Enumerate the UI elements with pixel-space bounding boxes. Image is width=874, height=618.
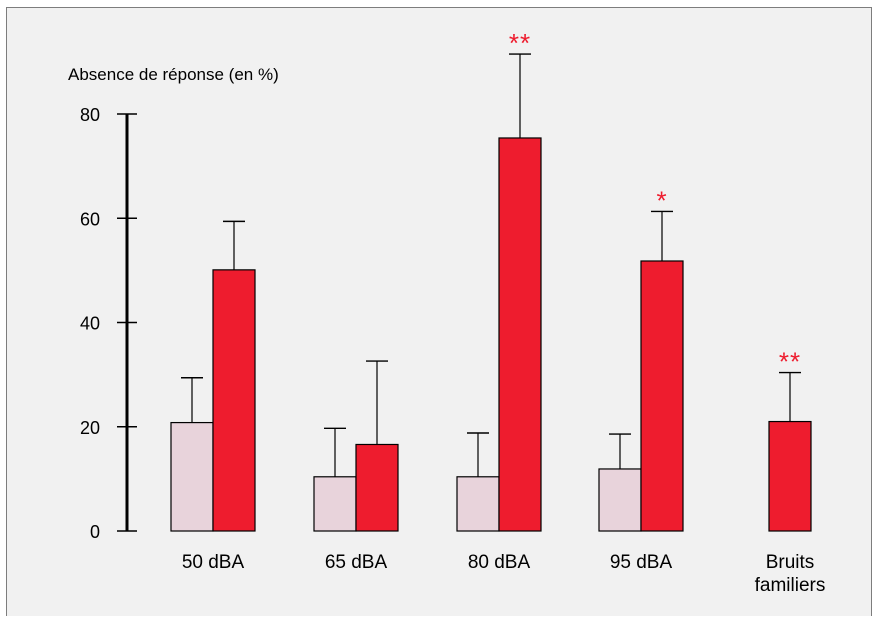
category-label: 50 dBA xyxy=(182,552,245,573)
bar xyxy=(170,421,214,532)
y-tick-label: 60 xyxy=(80,209,100,229)
category-label: Bruits familiers xyxy=(755,552,826,596)
bar xyxy=(313,476,357,532)
significance-mark: * xyxy=(656,185,667,215)
category-label: 65 dBA xyxy=(325,552,388,573)
bar xyxy=(640,260,684,532)
category-label: 80 dBA xyxy=(468,552,531,573)
y-tick-label: 20 xyxy=(80,418,100,438)
y-tick-label: 0 xyxy=(90,522,100,542)
significance-mark: ** xyxy=(509,28,531,58)
category-label: 95 dBA xyxy=(610,552,673,573)
bar xyxy=(768,420,812,532)
significance-mark: ** xyxy=(779,347,801,377)
bar xyxy=(355,443,399,532)
bar xyxy=(456,476,500,532)
y-tick-label: 80 xyxy=(80,105,100,125)
y-axis: 0 20 40 60 80 xyxy=(80,105,137,542)
y-axis-label: Absence de réponse (en %) xyxy=(68,65,279,84)
bar xyxy=(498,137,542,532)
chart-frame xyxy=(6,7,872,616)
category-labels: 50 dBA 65 dBA 80 dBA 95 dBA Bruits familiers xyxy=(182,552,826,596)
bars: ***** xyxy=(170,28,812,532)
y-tick-label: 40 xyxy=(80,314,100,334)
bar xyxy=(598,468,642,532)
bar xyxy=(212,269,256,532)
